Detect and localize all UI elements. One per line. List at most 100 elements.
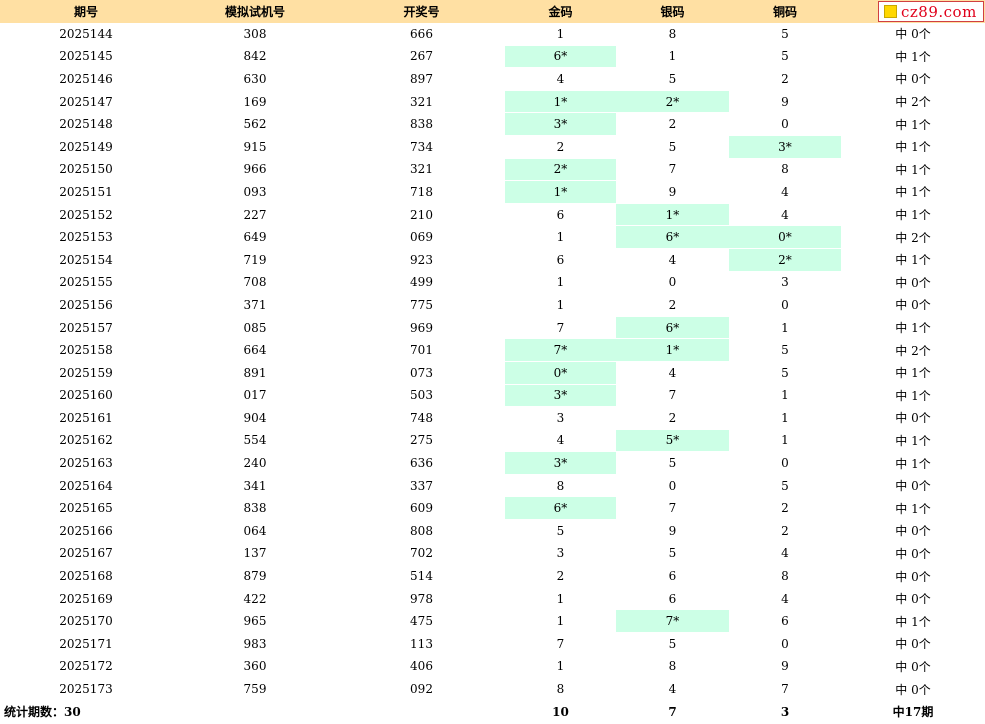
row-gold: 3* [505,384,616,408]
summary-bronze-total: 3 [729,700,841,724]
row-gold: 3* [505,451,616,475]
row-silver: 0 [616,271,729,295]
row-result: 中 0个 [841,655,985,679]
row-result: 中 1个 [841,112,985,136]
row-gold: 8 [505,474,616,498]
row-bronze: 5 [729,338,841,362]
row-bronze: 4 [729,542,841,566]
row-silver: 5 [616,451,729,475]
header-silver: 银码 [616,0,729,23]
row-gold: 1 [505,609,616,634]
table-row: 2025167 137 702 3 5 4 中 0个 [0,542,985,566]
table-row: 2025151 093 718 1* 9 4 中 1个 [0,180,985,204]
row-gold: 6 [505,203,616,227]
row-result: 中 2个 [841,225,985,249]
row-issue: 2025161 [0,406,172,430]
row-result: 中 1个 [841,451,985,475]
row-bronze: 5 [729,23,841,46]
header-sim-number: 模拟试机号 [172,0,338,23]
row-issue: 2025164 [0,474,172,498]
row-draw-number: 503 [338,384,505,408]
row-bronze: 0 [729,293,841,317]
row-draw-number: 701 [338,338,505,362]
row-bronze: 3 [729,271,841,295]
row-silver: 6 [616,564,729,588]
table-row: 2025152 227 210 6 1* 4 中 1个 [0,203,985,227]
row-draw-number: 321 [338,90,505,114]
row-draw-number: 267 [338,45,505,69]
table-row: 2025147 169 321 1* 2* 9 中 2个 [0,90,985,114]
row-result: 中 1个 [841,180,985,204]
row-issue: 2025159 [0,361,172,385]
row-sim-number: 966 [172,158,338,182]
row-silver: 7 [616,384,729,408]
row-bronze: 7 [729,677,841,701]
row-silver: 2 [616,293,729,317]
table-row: 2025171 983 113 7 5 0 中 0个 [0,632,985,656]
row-result: 中 1个 [841,496,985,521]
row-draw-number: 838 [338,112,505,136]
row-result: 中 1个 [841,45,985,69]
row-draw-number: 210 [338,203,505,227]
row-issue: 2025146 [0,67,172,91]
row-draw-number: 499 [338,271,505,295]
row-draw-number: 923 [338,248,505,272]
table-row: 2025169 422 978 1 6 4 中 0个 [0,587,985,611]
header-row: 期号 模拟试机号 开奖号 金码 银码 铜码 [0,0,985,23]
row-issue: 2025157 [0,316,172,340]
row-sim-number: 562 [172,112,338,136]
row-issue: 2025154 [0,248,172,272]
row-draw-number: 702 [338,542,505,566]
row-gold: 1 [505,293,616,317]
table-row: 2025158 664 701 7* 1* 5 中 2个 [0,338,985,362]
row-result: 中 0个 [841,632,985,656]
row-bronze: 2 [729,519,841,543]
row-draw-number: 808 [338,519,505,543]
row-issue: 2025147 [0,90,172,114]
row-draw-number: 718 [338,180,505,204]
table-row: 2025149 915 734 2 5 3* 中 1个 [0,135,985,159]
row-silver: 1* [616,203,729,227]
table-row: 2025161 904 748 3 2 1 中 0个 [0,406,985,430]
row-sim-number: 759 [172,677,338,701]
row-result: 中 0个 [841,542,985,566]
table-row: 2025160 017 503 3* 7 1 中 1个 [0,384,985,408]
row-issue: 2025144 [0,23,172,46]
table-row: 2025168 879 514 2 6 8 中 0个 [0,564,985,588]
table-row: 2025159 891 073 0* 4 5 中 1个 [0,361,985,385]
row-draw-number: 337 [338,474,505,498]
row-result: 中 1个 [841,248,985,272]
row-issue: 2025145 [0,45,172,69]
row-silver: 8 [616,23,729,46]
row-sim-number: 904 [172,406,338,430]
row-sim-number: 554 [172,429,338,453]
table-row: 2025173 759 092 8 4 7 中 0个 [0,677,985,701]
row-draw-number: 406 [338,655,505,679]
site-logo[interactable]: cz89.com [878,1,984,22]
row-sim-number: 708 [172,271,338,295]
row-silver: 1 [616,45,729,69]
row-silver: 5 [616,632,729,656]
row-silver: 7* [616,609,729,634]
row-silver: 7 [616,496,729,521]
row-sim-number: 137 [172,542,338,566]
row-sim-number: 630 [172,67,338,91]
row-sim-number: 965 [172,609,338,634]
row-bronze: 4 [729,587,841,611]
row-bronze: 2 [729,496,841,521]
row-gold: 1 [505,655,616,679]
row-issue: 2025169 [0,587,172,611]
header-draw-number: 开奖号 [338,0,505,23]
row-gold: 2 [505,564,616,588]
row-silver: 6* [616,225,729,249]
row-sim-number: 842 [172,45,338,69]
row-draw-number: 113 [338,632,505,656]
row-bronze: 9 [729,90,841,114]
row-sim-number: 879 [172,564,338,588]
row-sim-number: 017 [172,384,338,408]
row-draw-number: 666 [338,23,505,46]
row-silver: 6 [616,587,729,611]
row-result: 中 1个 [841,158,985,182]
row-bronze: 4 [729,203,841,227]
row-result: 中 0个 [841,293,985,317]
